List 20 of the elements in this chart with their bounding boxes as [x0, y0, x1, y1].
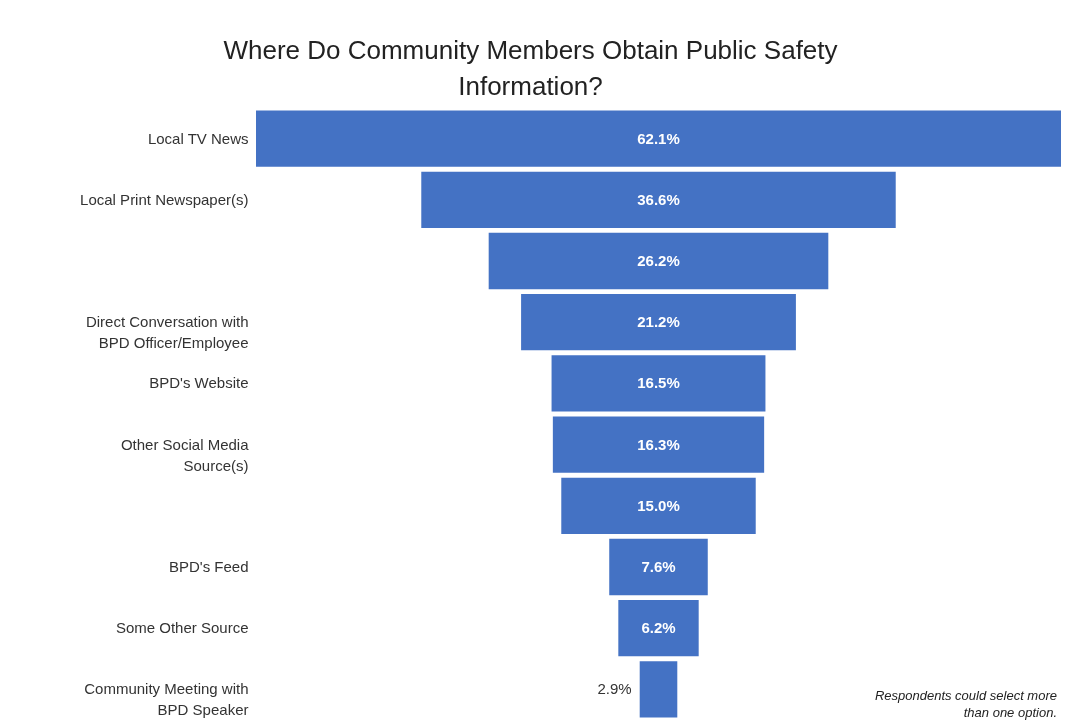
- data-label: 2.9%: [597, 680, 632, 698]
- data-label: 26.2%: [637, 252, 680, 269]
- data-label: 62.1%: [637, 129, 680, 147]
- data-label: 6.2%: [641, 619, 676, 637]
- data-label: 21.2%: [637, 313, 680, 331]
- data-label: 16.3%: [637, 435, 680, 453]
- category-label: Local TV News: [147, 129, 249, 147]
- category-label: Some Other Source: [115, 619, 249, 637]
- category-label: Direct Conversation with BPD Officer/Employee: [85, 313, 249, 352]
- category-label: BPD's Website: [149, 374, 249, 392]
- data-label: 15.0%: [637, 496, 680, 514]
- text: Where Do Community Members Obtain Public Safety Information?: [223, 35, 838, 101]
- category-label: Local Print Newspaper(s): [80, 190, 249, 208]
- category-label: BPD's Feed: [168, 558, 249, 575]
- text: Respondents could select more than one option.: [873, 686, 1057, 722]
- category-label: Other Social Media Source(s): [120, 435, 250, 474]
- data-label: 16.5%: [637, 374, 680, 392]
- data-label: 36.6%: [637, 190, 680, 208]
- data-label: 7.6%: [641, 558, 676, 575]
- category-label: Community Meeting with BPD Speaker: [84, 680, 249, 719]
